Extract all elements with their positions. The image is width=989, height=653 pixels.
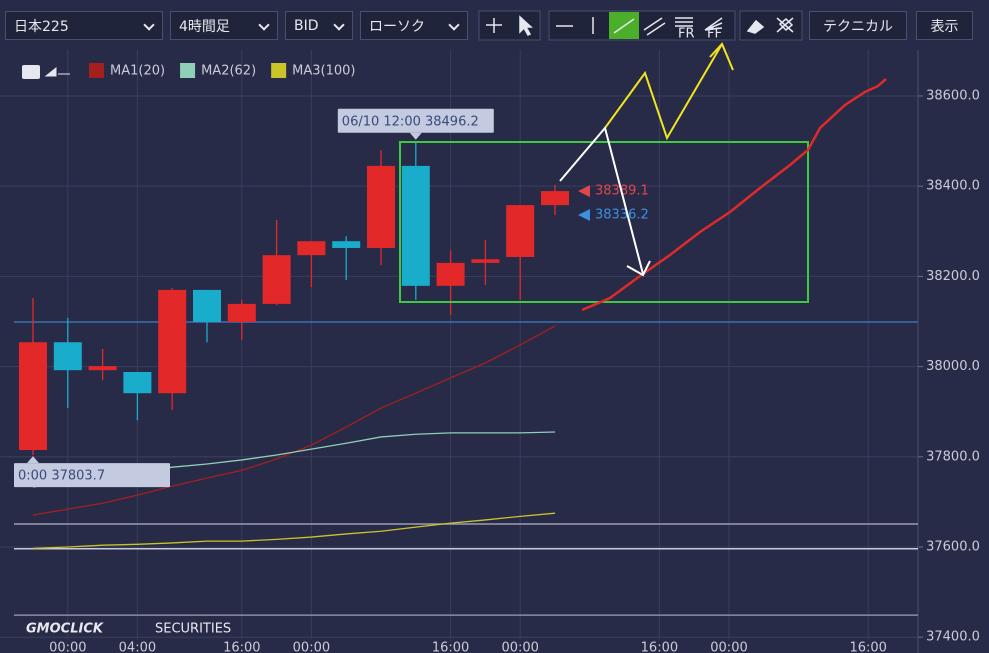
x-tick-label: 00:00 [49,641,86,653]
logo-suffix: SECURITIES [155,622,231,637]
candle-body [471,259,500,263]
legend-icon[interactable] [22,65,40,79]
arrowhead [709,42,734,71]
candles [19,142,569,456]
tooltip-text: 06/10 12:00 38496.2 [342,114,479,129]
legend-icon[interactable] [44,66,70,77]
candle-body [401,165,430,286]
candle-body [19,342,47,451]
candle-body [193,289,221,322]
path-drawing [559,125,644,275]
candle-body [123,372,152,394]
ma-line [32,512,556,550]
tooltip-box [14,463,170,488]
legend-label: MA1(20) [110,64,165,79]
legend-label: MA2(62) [201,64,256,79]
arrowhead [626,260,651,277]
grid [0,50,923,653]
y-tick-label: 38600.0 [926,88,980,103]
price-marker [578,185,590,198]
candle-body [53,342,82,371]
legend-swatch [271,63,287,78]
tooltip-pointer [409,132,422,140]
x-tick-label: 16:00 [849,641,886,653]
price-label: 38336.2 [595,207,649,222]
x-tick-label: 16:00 [432,641,469,653]
legend: MA1(20) MA2(62) MA3(100) [22,63,356,79]
price-type-select[interactable]: BID [285,11,353,40]
legend-swatch [89,63,104,78]
x-tick-label: 00:00 [293,641,330,653]
candle-body [506,205,535,257]
candle-body [262,255,291,304]
y-tick-label: 37800.0 [926,449,980,464]
x-tick-label: 00:00 [501,641,538,653]
symbol-select[interactable]: 日本225 [5,11,163,40]
price-marker [578,208,590,221]
x-tick-label: 04:00 [119,641,156,653]
y-tick-label: 37400.0 [926,630,980,645]
x-tick-label: 00:00 [710,641,747,653]
y-tick-label: 37600.0 [926,540,980,555]
candle-body [227,303,256,322]
candle-body [436,262,465,286]
tooltip-text: 0:00 37803.7 [18,469,105,484]
candle-body [541,191,569,206]
candle-body [88,366,117,371]
legend-label: MA3(100) [292,64,355,79]
candle-body [332,241,361,248]
legend-swatch [180,63,196,78]
y-tick-label: 38000.0 [926,359,980,374]
candle-body [158,289,187,394]
logo: GMOCLICK SECURITIES [26,622,231,637]
logo-brand: GMOCLICK [26,622,104,637]
box-drawing [399,141,809,303]
y-tick-label: 38400.0 [926,179,980,194]
display-button[interactable]: 表示 [916,11,973,40]
technical-button[interactable]: テクニカル [809,11,907,40]
chart-style-select[interactable]: ローソク [360,11,468,40]
y-tick-label: 38200.0 [926,269,980,284]
tooltip-pointer [27,456,39,464]
candle-body [367,165,395,248]
tooltip-box [337,108,494,133]
labels: 37400.0 37600.0 37800.0 38000.0 38200.0 38400… [14,88,980,653]
drawings [399,42,887,312]
x-tick-label: 16:00 [223,641,260,653]
x-tick-label: 16:00 [641,641,678,653]
candle-body [297,241,326,256]
path-drawing [604,43,723,141]
timeframe-select[interactable]: 4時間足 [170,11,278,40]
